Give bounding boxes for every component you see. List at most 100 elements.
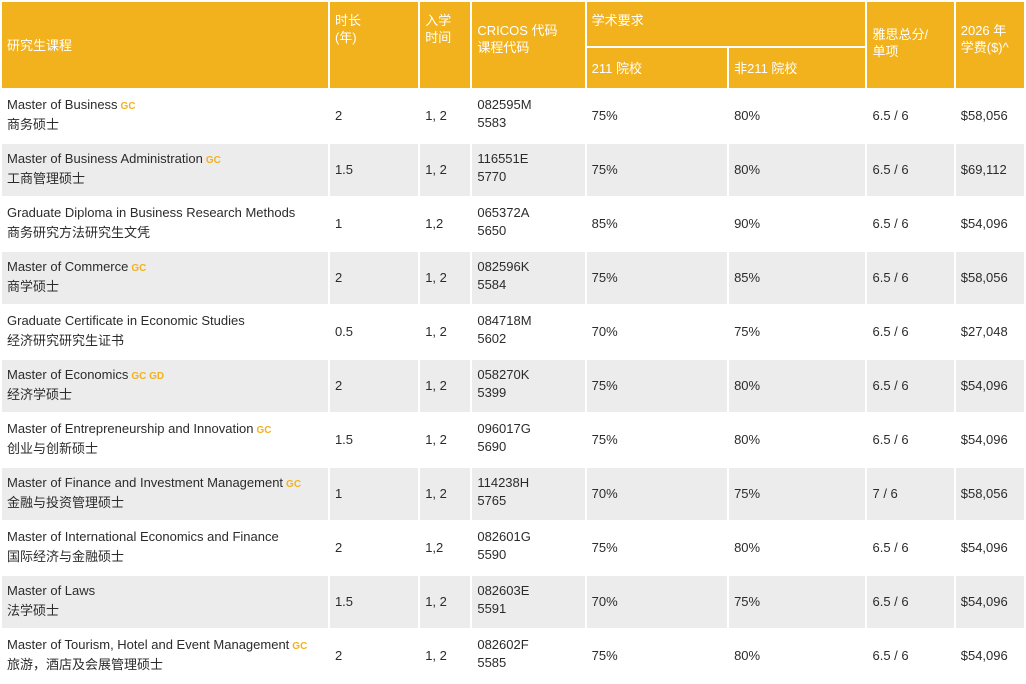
course-code: 5584 — [477, 277, 507, 292]
header-intake: 入学 时间 — [420, 2, 471, 88]
cricos-cell: 084718M 5602 — [472, 306, 585, 358]
program-name-cn: 金融与投资管理硕士 — [7, 495, 125, 510]
program-name-en-line: Master of Entrepreneurship and Innovatio… — [7, 420, 323, 440]
fee-cell: $58,056 — [955, 252, 1024, 304]
program-tag: GC — [286, 479, 302, 490]
cricos-code: 082596K — [477, 259, 530, 274]
intake-cell: 1, 2 — [420, 252, 471, 304]
program-name-en: Master of Business — [7, 97, 118, 112]
program-name-en-line: Master of Economics GC GD — [7, 366, 323, 386]
program-name-en: Graduate Certificate in Economic Studies — [7, 313, 245, 328]
ielts-cell: 6.5 / 6 — [867, 90, 954, 142]
ielts-cell: 6.5 / 6 — [867, 306, 954, 358]
course-code: 5591 — [477, 601, 507, 616]
program-name-cn: 商学硕士 — [7, 279, 60, 294]
cricos-cell: 116551E 5770 — [472, 144, 585, 196]
cricos-code: 114238H — [477, 475, 530, 490]
program-name-en-line: Master of Tourism, Hotel and Event Manag… — [7, 636, 323, 656]
header-fee: 2026 年 学费($)^ — [955, 2, 1024, 88]
req-211-cell: 75% — [586, 414, 728, 466]
cricos-cell: 096017G 5690 — [472, 414, 585, 466]
cricos-cell: 082602F 5585 — [472, 630, 585, 682]
program-name-cn: 商务硕士 — [7, 117, 60, 132]
ielts-cell: 6.5 / 6 — [867, 144, 954, 196]
program-name-cell: Master of Business GC 商务硕士 — [2, 90, 328, 142]
header-ielts: 雅思总分/ 单项 — [867, 2, 954, 88]
cricos-code: 084718M — [477, 313, 532, 328]
cricos-cell: 065372A 5650 — [472, 198, 585, 250]
table-row: Master of Business GC 商务硕士 2 1, 2 082595M 5583… — [2, 90, 1024, 142]
fee-cell: $54,096 — [955, 198, 1024, 250]
cricos-code: 096017G — [477, 421, 531, 436]
intake-cell: 1, 2 — [420, 90, 471, 142]
table-row: Master of Finance and Investment Managem… — [2, 468, 1024, 520]
header-non211: 非211 院校 — [729, 48, 866, 88]
cricos-cell: 082595M 5583 — [472, 90, 585, 142]
table-row: Master of Economics GC GD 经济学硕士 2 1, 2 058270… — [2, 360, 1024, 412]
program-name-en-line: Master of Business Administration GC — [7, 150, 323, 170]
intake-cell: 1,2 — [420, 522, 471, 574]
program-name-en-line: Master of Commerce GC — [7, 258, 323, 278]
table-row: Graduate Diploma in Business Research Me… — [2, 198, 1024, 250]
ielts-cell: 6.5 / 6 — [867, 252, 954, 304]
course-code: 5770 — [477, 169, 507, 184]
program-name-cn: 工商管理硕士 — [7, 171, 86, 186]
fee-cell: $69,112 — [955, 144, 1024, 196]
req-non211-cell: 90% — [729, 198, 866, 250]
program-tag: GC GD — [131, 371, 165, 382]
table-row: Master of Laws 法学硕士 1.5 1, 2 082603E 5591 70% 7… — [2, 576, 1024, 628]
table-row: Master of International Economics and Fi… — [2, 522, 1024, 574]
duration-cell: 2 — [329, 90, 419, 142]
program-tag: GC — [205, 155, 221, 166]
req-211-cell: 85% — [586, 198, 728, 250]
program-name-en: Master of Laws — [7, 583, 96, 598]
fee-cell: $27,048 — [955, 306, 1024, 358]
ielts-cell: 6.5 / 6 — [867, 414, 954, 466]
program-name-cell: Master of Economics GC GD 经济学硕士 — [2, 360, 328, 412]
req-211-cell: 75% — [586, 360, 728, 412]
duration-cell: 0.5 — [329, 306, 419, 358]
table-row: Master of Commerce GC 商学硕士 2 1, 2 082596K 5584… — [2, 252, 1024, 304]
table-row: Graduate Certificate in Economic Studies… — [2, 306, 1024, 358]
intake-cell: 1, 2 — [420, 144, 471, 196]
program-name-en: Master of Business Administration — [7, 151, 203, 166]
course-code: 5690 — [477, 439, 507, 454]
cricos-code: 082601G — [477, 529, 531, 544]
program-tag: GC — [131, 263, 147, 274]
programs-table-body: Master of Business GC 商务硕士 2 1, 2 082595M 5583… — [2, 90, 1024, 682]
cricos-cell: 082601G 5590 — [472, 522, 585, 574]
program-name-en: Graduate Diploma in Business Research Me… — [7, 205, 296, 220]
program-name-cell: Master of Entrepreneurship and Innovatio… — [2, 414, 328, 466]
req-non211-cell: 80% — [729, 90, 866, 142]
program-name-cn: 商务研究方法研究生文凭 — [7, 225, 151, 240]
cricos-code: 065372A — [477, 205, 530, 220]
intake-cell: 1, 2 — [420, 360, 471, 412]
intake-cell: 1, 2 — [420, 306, 471, 358]
intake-cell: 1, 2 — [420, 630, 471, 682]
duration-cell: 1.5 — [329, 144, 419, 196]
program-name-en-line: Graduate Certificate in Economic Studies — [7, 312, 323, 332]
course-code: 5602 — [477, 331, 507, 346]
program-name-cell: Master of Laws 法学硕士 — [2, 576, 328, 628]
req-non211-cell: 80% — [729, 144, 866, 196]
course-code: 5650 — [477, 223, 507, 238]
course-code: 5399 — [477, 385, 507, 400]
program-name-cell: Graduate Diploma in Business Research Me… — [2, 198, 328, 250]
fee-cell: $54,096 — [955, 522, 1024, 574]
req-211-cell: 70% — [586, 468, 728, 520]
program-name-en: Master of Economics — [7, 367, 129, 382]
req-211-cell: 75% — [586, 144, 728, 196]
intake-cell: 1, 2 — [420, 414, 471, 466]
program-name-cell: Master of Tourism, Hotel and Event Manag… — [2, 630, 328, 682]
ielts-cell: 7 / 6 — [867, 468, 954, 520]
intake-cell: 1, 2 — [420, 576, 471, 628]
duration-cell: 1 — [329, 198, 419, 250]
course-code: 5765 — [477, 493, 507, 508]
table-row: Master of Tourism, Hotel and Event Manag… — [2, 630, 1024, 682]
program-name-cn: 法学硕士 — [7, 603, 60, 618]
program-name-en: Master of Tourism, Hotel and Event Manag… — [7, 637, 290, 652]
fee-cell: $54,096 — [955, 360, 1024, 412]
req-211-cell: 75% — [586, 630, 728, 682]
program-name-en-line: Master of International Economics and Fi… — [7, 528, 323, 548]
